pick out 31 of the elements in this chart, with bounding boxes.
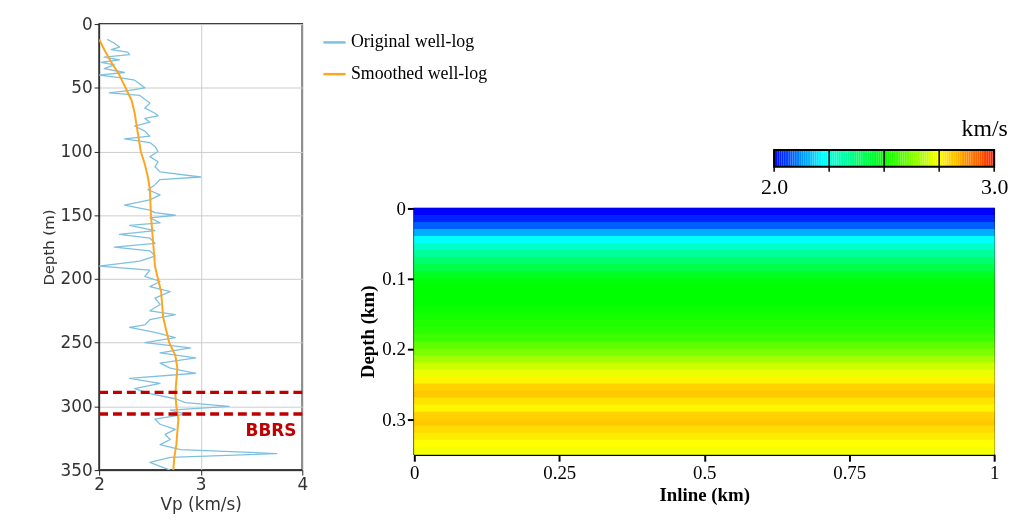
x-tick-label: 3 [195, 474, 207, 495]
x-tick-label: 0.25 [543, 461, 577, 483]
y-tick-label: 200 [60, 268, 93, 289]
x-tick-label: 4 [297, 474, 309, 495]
y-tick-label: 50 [71, 77, 93, 98]
line-series [99, 38, 180, 471]
y-tick-label: 0 [396, 197, 406, 219]
x-tick-label: 0.5 [692, 461, 717, 483]
x-tick-label: 1 [989, 461, 1000, 483]
y-tick-label: 0.2 [382, 338, 406, 360]
legend-label: Smoothed well-log [350, 63, 488, 84]
x-tick-label: 0.75 [833, 461, 867, 483]
x-axis-title: Vp (km/s) [160, 494, 242, 515]
y-tick-label: 150 [60, 204, 93, 225]
x-tick-label: 0 [410, 461, 420, 483]
color-bar-label: 3.0 [981, 175, 1009, 200]
x-tick-label: 2 [94, 474, 105, 495]
y-tick-label: 0.1 [382, 268, 406, 290]
y-tick-label: 350 [60, 459, 93, 480]
y-axis-title: Depth (km) [357, 285, 380, 379]
y-tick-label: 300 [60, 395, 93, 416]
x-axis-title: Inline (km) [659, 484, 750, 507]
y-tick-label: 0 [81, 13, 93, 34]
y-axis-title: Depth (m) [39, 209, 58, 286]
ref-line-label: BBRS [245, 419, 297, 440]
color-bar-title: km/s [961, 115, 1008, 142]
y-tick-label: 0.3 [382, 408, 406, 430]
legend-label: Original well-log [350, 31, 475, 52]
y-tick-label: 100 [60, 140, 93, 161]
y-tick-label: 250 [60, 332, 93, 353]
color-bar-label: 2.0 [760, 175, 789, 200]
